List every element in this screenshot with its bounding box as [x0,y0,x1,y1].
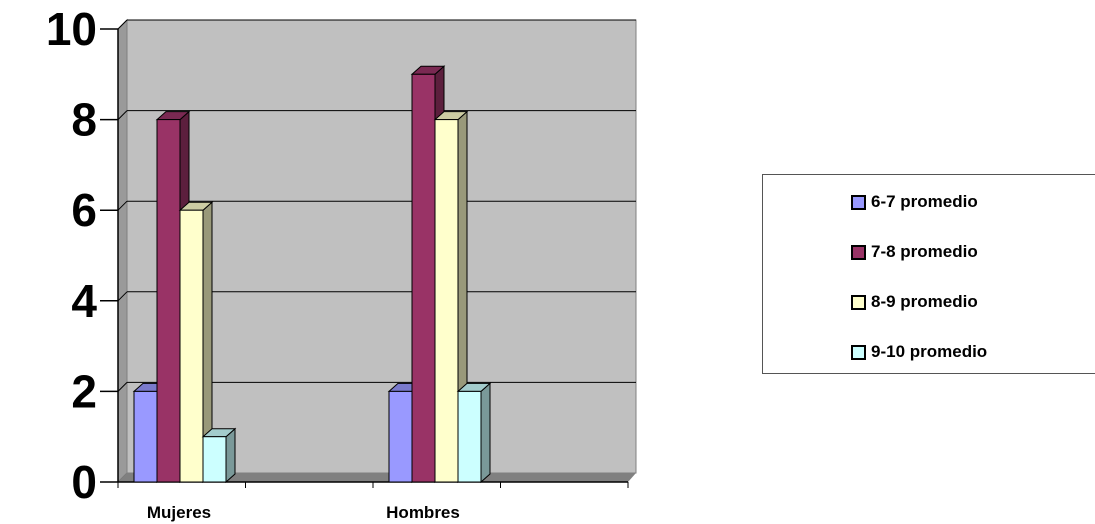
y-tick-label: 8 [71,94,97,146]
y-tick-label: 0 [71,456,97,508]
y-tick-labels: 0 2 4 6 8 10 [46,3,98,508]
bar [456,382,492,484]
y-tick-label: 4 [71,275,97,327]
x-tick-labels: Mujeres Hombres [147,503,460,522]
y-tick-label: 6 [71,184,97,236]
legend-item: 7-8 promedio [851,242,978,262]
bar [201,427,237,484]
legend: 6-7 promedio 7-8 promedio 8-9 promedio 9-10… [762,174,1095,374]
legend-item: 8-9 promedio [851,292,978,312]
legend-item: 9-10 promedio [851,342,987,362]
y-tick-label: 10 [46,3,97,55]
x-tick-label: Hombres [386,503,460,522]
bars [132,65,492,484]
legend-swatch [851,244,866,260]
x-tick-label: Mujeres [147,503,211,522]
legend-label: 9-10 promedio [871,342,988,361]
legend-swatch [851,344,866,360]
legend-swatch [851,294,866,310]
legend-item: 6-7 promedio [851,192,978,212]
y-tick-label: 2 [71,365,97,417]
legend-label: 6-7 promedio [871,192,978,211]
legend-swatch [851,194,866,210]
legend-label: 8-9 promedio [871,292,978,311]
legend-label: 7-8 promedio [871,242,978,261]
